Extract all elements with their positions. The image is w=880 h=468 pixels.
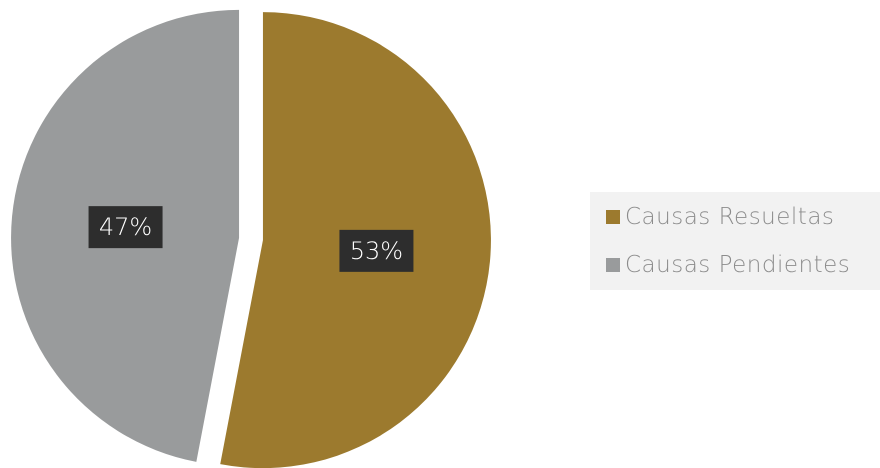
- legend-swatch-causas-resueltas: [606, 210, 620, 224]
- data-label-causas-pendientes: 47%: [88, 206, 163, 249]
- legend-item-causas-resueltas: Causas Resueltas: [606, 204, 880, 230]
- pie-data-labels: 53% 47%: [88, 206, 414, 272]
- legend-item-causas-pendientes: Causas Pendientes: [606, 252, 880, 278]
- legend-swatch-causas-pendientes: [606, 258, 620, 272]
- legend-label-causas-resueltas: Causas Resueltas: [625, 204, 835, 230]
- data-label-causas-resueltas-box: [339, 229, 414, 272]
- data-label-causas-pendientes-text: 47%: [99, 213, 152, 241]
- legend-label-causas-pendientes: Causas Pendientes: [625, 252, 851, 278]
- data-label-causas-resueltas-text: 53%: [350, 237, 403, 265]
- data-label-causas-resueltas: 53%: [339, 229, 414, 272]
- chart-legend: Causas Resueltas Causas Pendientes: [590, 192, 880, 290]
- data-label-causas-pendientes-box: [88, 206, 163, 249]
- pie-slices: [11, 9, 491, 468]
